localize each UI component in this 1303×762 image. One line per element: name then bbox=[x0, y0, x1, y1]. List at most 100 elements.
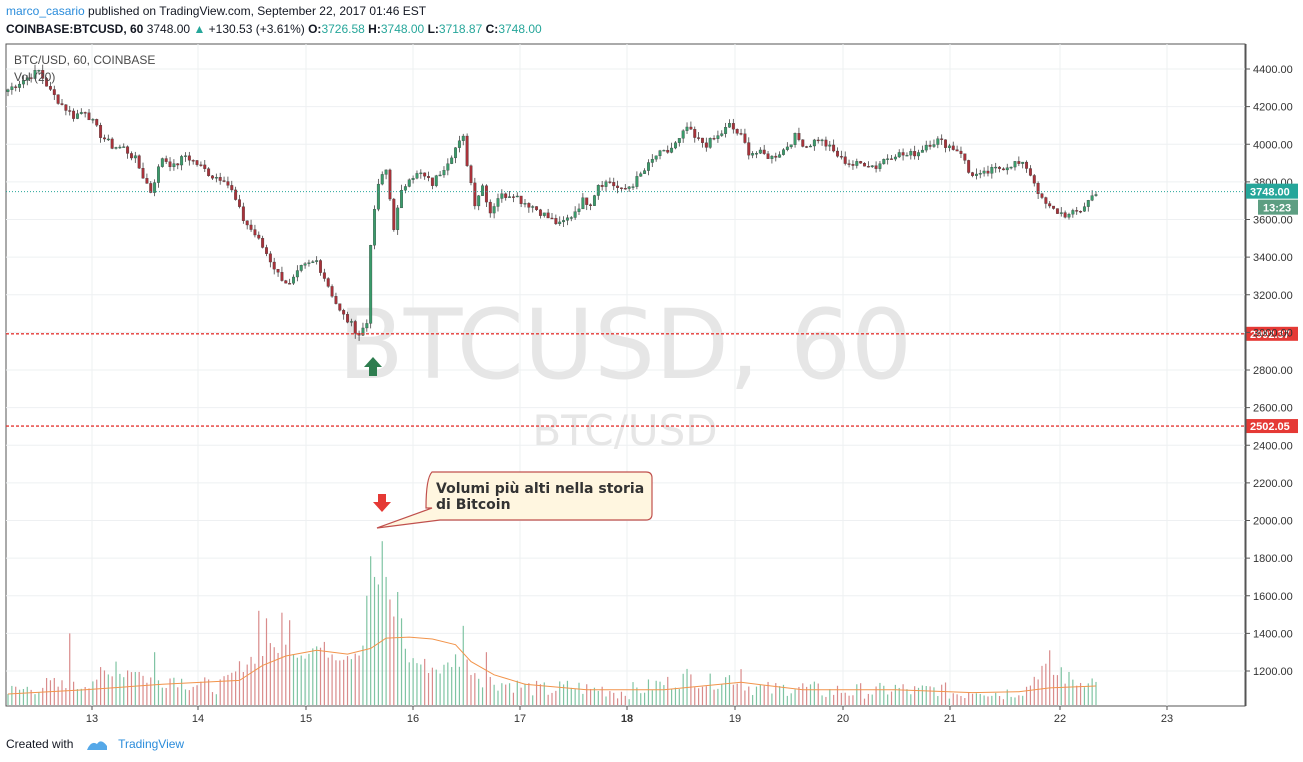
candle bbox=[488, 199, 492, 218]
volume-bar bbox=[925, 686, 927, 705]
candle-body bbox=[241, 206, 245, 221]
volume-bar bbox=[667, 676, 669, 705]
candle bbox=[1048, 201, 1052, 209]
candle-body bbox=[982, 170, 986, 174]
candle-body bbox=[6, 89, 10, 92]
candle bbox=[276, 268, 280, 277]
volume-bar bbox=[385, 576, 387, 705]
volume-bar bbox=[840, 692, 842, 705]
candle-body bbox=[1025, 161, 1029, 169]
candle bbox=[245, 220, 249, 230]
volume-bar bbox=[582, 693, 584, 705]
candle-body bbox=[191, 160, 195, 162]
candle-body bbox=[508, 196, 512, 198]
volume-bar bbox=[863, 698, 866, 705]
price-chart[interactable]: BTCUSD, 60 BTC/USD 2992.37 2502.05 4400.0… bbox=[0, 0, 1303, 730]
volume-bar bbox=[146, 682, 148, 705]
candle-body bbox=[762, 149, 766, 154]
candle-body bbox=[311, 261, 315, 263]
candle-body bbox=[855, 161, 859, 166]
volume-bar bbox=[1079, 682, 1082, 705]
volume-bar bbox=[636, 687, 638, 705]
candle bbox=[731, 118, 735, 134]
candle-body bbox=[905, 154, 909, 157]
candle-body bbox=[496, 198, 500, 207]
candle-body bbox=[1028, 168, 1032, 176]
volume-bar bbox=[979, 693, 981, 705]
candle-body bbox=[770, 155, 774, 159]
candle bbox=[133, 151, 137, 163]
volume-bar bbox=[262, 656, 264, 705]
candle bbox=[955, 145, 959, 152]
volume-bar bbox=[779, 686, 781, 705]
candle-body bbox=[369, 245, 373, 324]
volume-bar bbox=[975, 693, 977, 705]
volume-bar bbox=[775, 683, 777, 705]
last-price: 3748.00 bbox=[146, 22, 191, 36]
tradingview-link[interactable]: TradingView bbox=[118, 737, 185, 751]
time-label: 16 bbox=[407, 713, 419, 725]
candle bbox=[45, 76, 49, 87]
volume-bar bbox=[119, 673, 121, 705]
candle-body bbox=[616, 185, 620, 188]
candle bbox=[427, 171, 430, 182]
candle bbox=[172, 159, 176, 171]
candle-body bbox=[18, 83, 22, 88]
candle bbox=[712, 135, 716, 141]
volume-bar bbox=[346, 656, 349, 705]
axis-label: 2400.00 bbox=[1253, 440, 1293, 452]
candle-body bbox=[272, 261, 276, 270]
volume-bar bbox=[732, 684, 734, 705]
candle-body bbox=[469, 165, 473, 184]
candle-body bbox=[843, 156, 847, 164]
candle bbox=[542, 212, 546, 218]
candle bbox=[241, 202, 245, 224]
candle bbox=[230, 180, 234, 193]
candle bbox=[103, 134, 106, 142]
volume-bar bbox=[782, 684, 785, 705]
candle-body bbox=[724, 127, 728, 134]
volume-bar bbox=[254, 663, 256, 705]
candle bbox=[766, 150, 770, 159]
countdown-label: 13:23 bbox=[1263, 203, 1291, 215]
volume-bar bbox=[343, 659, 345, 705]
candle-body bbox=[859, 161, 863, 164]
candle-body bbox=[172, 163, 176, 168]
candle bbox=[508, 191, 512, 198]
candle bbox=[863, 162, 866, 167]
axis-label: 1800.00 bbox=[1253, 553, 1293, 565]
volume-bar bbox=[1095, 681, 1097, 705]
candle bbox=[145, 173, 149, 184]
candle-body bbox=[376, 183, 380, 210]
candle-body bbox=[619, 187, 623, 189]
candle-body bbox=[589, 204, 593, 206]
volume-bar bbox=[281, 612, 283, 705]
author-link[interactable]: marco_casario bbox=[6, 4, 85, 18]
candle-body bbox=[292, 276, 295, 284]
volume-bar bbox=[1033, 676, 1035, 705]
candle-body bbox=[971, 172, 974, 176]
candle bbox=[307, 259, 311, 267]
candle-body bbox=[1059, 212, 1063, 214]
axis-label: 3200.00 bbox=[1253, 290, 1293, 302]
candle bbox=[843, 151, 847, 166]
candle-body bbox=[230, 185, 234, 191]
volume-bar bbox=[736, 683, 738, 705]
candle bbox=[280, 266, 284, 282]
candle-body bbox=[60, 103, 64, 105]
candle bbox=[662, 149, 666, 152]
candle bbox=[272, 257, 276, 275]
volume-bar bbox=[57, 686, 59, 705]
candle-body bbox=[265, 247, 268, 254]
candle-body bbox=[95, 119, 99, 126]
time-label: 17 bbox=[514, 713, 526, 725]
candle-body bbox=[164, 158, 168, 162]
volume-bar bbox=[157, 680, 160, 705]
candle-body bbox=[658, 150, 662, 157]
candle bbox=[295, 265, 299, 282]
candle-body bbox=[654, 155, 658, 160]
level-label: 2992.37 bbox=[1250, 329, 1290, 341]
candle bbox=[288, 278, 292, 285]
candle-body bbox=[612, 182, 616, 187]
candle-body bbox=[670, 147, 674, 153]
